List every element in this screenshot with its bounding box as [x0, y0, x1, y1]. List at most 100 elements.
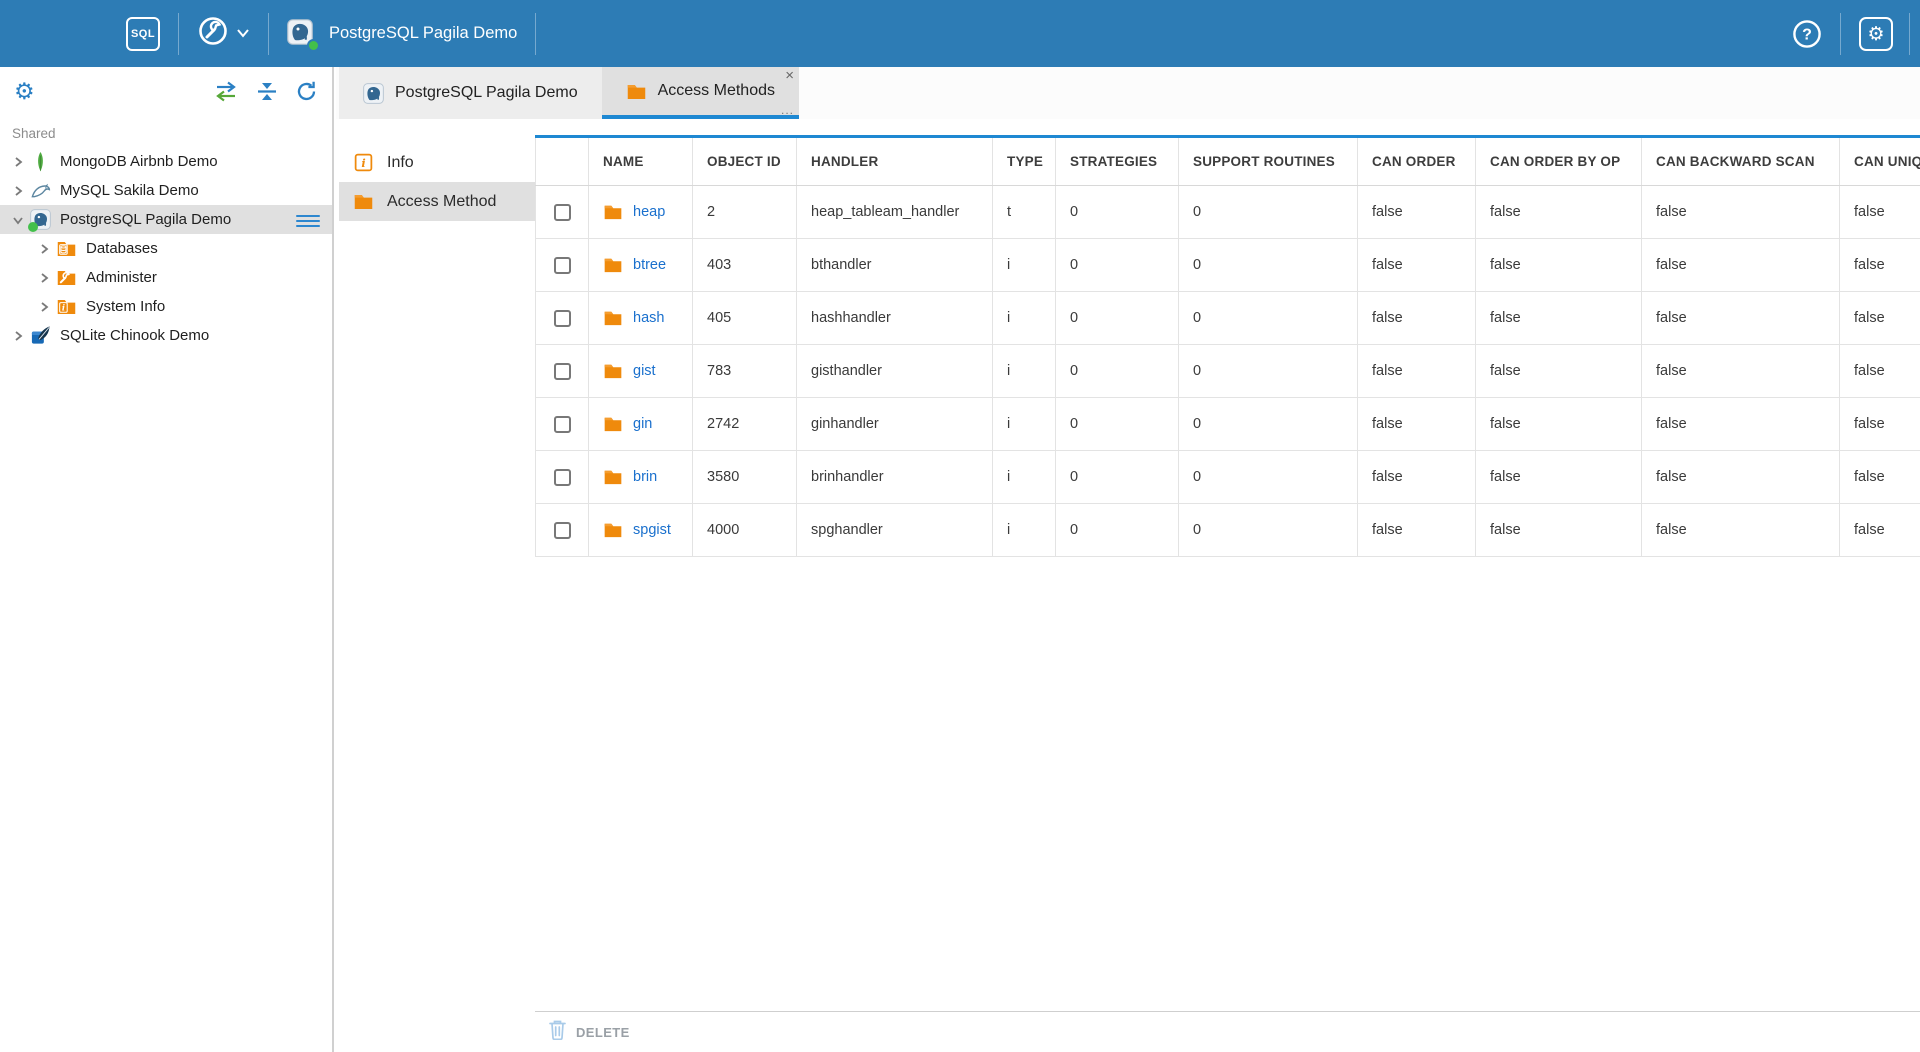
cell-object_id: 405: [692, 291, 797, 345]
cell-can_order: false: [1357, 450, 1476, 504]
cell-strategies: 0: [1055, 344, 1179, 398]
row-checkbox[interactable]: [553, 521, 571, 539]
postgresql-icon: [287, 18, 313, 49]
settings-button[interactable]: ⚙: [1859, 16, 1893, 51]
access-method-link[interactable]: heap: [633, 204, 666, 220]
item-menu-icon[interactable]: [296, 212, 320, 230]
tree-item-administer[interactable]: Administer: [0, 263, 332, 292]
tree-item-databases[interactable]: Databases: [0, 234, 332, 263]
tree-item-system-info[interactable]: i System Info: [0, 292, 332, 321]
row-checkbox[interactable]: [553, 256, 571, 274]
column-header-object_id[interactable]: OBJECT ID: [692, 136, 797, 186]
folder-icon: [626, 81, 647, 102]
access-method-link[interactable]: btree: [633, 257, 667, 273]
cell-strategies: 0: [1055, 503, 1179, 557]
tree-item-label: SQLite Chinook Demo: [60, 327, 210, 344]
delete-button[interactable]: DELETE: [548, 1019, 630, 1045]
cell-can_order_by_op: false: [1475, 185, 1642, 239]
cell-handler: ginhandler: [796, 397, 993, 451]
cell-type: i: [992, 238, 1056, 292]
tab-strip: PostgreSQL Pagila Demo Access Methods ×...: [336, 67, 1920, 119]
cell-name: spgist: [588, 503, 693, 557]
tree-item-mongodb-airbnb-demo[interactable]: MongoDB Airbnb Demo: [0, 147, 332, 176]
row-checkbox[interactable]: [553, 309, 571, 327]
tab-content: i Info Access Method NAME OBJECT ID HANDLER T…: [336, 119, 1920, 1052]
cell-can_order_by_op: false: [1475, 238, 1642, 292]
tree-item-postgresql-pagila-demo[interactable]: PostgreSQL Pagila Demo: [0, 205, 332, 234]
separator: [178, 12, 179, 55]
object-type-access-method[interactable]: Access Method: [339, 182, 536, 221]
chevron-right-icon[interactable]: [36, 243, 52, 255]
object-type-info[interactable]: i Info: [339, 143, 536, 182]
cell-can_order_by_op: false: [1475, 503, 1642, 557]
administer-folder-icon: [56, 267, 77, 288]
svg-text:?: ?: [1802, 26, 1812, 43]
column-header-can_order[interactable]: CAN ORDER: [1357, 136, 1476, 186]
cell-name: gin: [588, 397, 693, 451]
column-header-can_backward_scan[interactable]: CAN BACKWARD SCAN: [1641, 136, 1840, 186]
current-connection-chip[interactable]: PostgreSQL Pagila Demo: [287, 18, 518, 52]
tree-item-sqlite-chinook-demo[interactable]: SQLite Chinook Demo: [0, 321, 332, 350]
row-checkbox[interactable]: [553, 468, 571, 486]
chevron-right-icon[interactable]: [10, 156, 26, 168]
chevron-right-icon[interactable]: [36, 301, 52, 313]
folder-icon: [603, 255, 623, 275]
chevron-down-icon[interactable]: [10, 214, 26, 226]
close-icon[interactable]: ×: [785, 67, 794, 84]
cell-can_backward_scan: false: [1641, 344, 1840, 398]
column-header-strategies[interactable]: STRATEGIES: [1055, 136, 1179, 186]
cell-handler: bthandler: [796, 238, 993, 292]
select-column-header[interactable]: [535, 136, 589, 186]
settings-gear-icon: ⚙: [1867, 22, 1885, 45]
chevron-right-icon[interactable]: [10, 185, 26, 197]
postgresql-icon: [363, 82, 384, 104]
row-checkbox[interactable]: [553, 203, 571, 221]
access-method-link[interactable]: brin: [633, 469, 658, 485]
cell-object_id: 4000: [692, 503, 797, 557]
cell-can_unique: false: [1839, 503, 1920, 557]
column-header-support_routines[interactable]: SUPPORT ROUTINES: [1178, 136, 1358, 186]
cell-can_order_by_op: false: [1475, 344, 1642, 398]
cell-can_backward_scan: false: [1641, 503, 1840, 557]
tab-overflow-icon[interactable]: ...: [780, 103, 794, 117]
cell-handler: heap_tableam_handler: [796, 185, 993, 239]
search-wrench-button[interactable]: [197, 15, 250, 52]
column-header-handler[interactable]: HANDLER: [796, 136, 993, 186]
column-header-can_unique[interactable]: CAN UNIQUE: [1839, 136, 1920, 186]
help-button[interactable]: ?: [1792, 19, 1822, 49]
chevron-right-icon[interactable]: [10, 330, 26, 342]
cell-object_id: 783: [692, 344, 797, 398]
cell-can_order: false: [1357, 503, 1476, 557]
cell-name: hash: [588, 291, 693, 345]
row-checkbox[interactable]: [553, 415, 571, 433]
cell-strategies: 0: [1055, 238, 1179, 292]
mongodb-icon: [30, 151, 51, 172]
access-method-link[interactable]: hash: [633, 310, 665, 326]
tree-item-label: MySQL Sakila Demo: [60, 182, 199, 199]
tab-access-methods[interactable]: Access Methods ×...: [601, 67, 799, 119]
access-method-link[interactable]: spgist: [633, 522, 671, 538]
row-checkbox[interactable]: [553, 362, 571, 380]
column-header-name[interactable]: NAME: [588, 136, 693, 186]
cell-name: heap: [588, 185, 693, 239]
sidebar-settings-button[interactable]: ⚙: [14, 78, 35, 105]
cell-type: i: [992, 291, 1056, 345]
object-explorer-sidebar: ⚙ Shared MongoDB Airbnb Demo MySQL Sakila…: [0, 67, 334, 1052]
tree-item-mysql-sakila-demo[interactable]: MySQL Sakila Demo: [0, 176, 332, 205]
cell-strategies: 0: [1055, 291, 1179, 345]
access-method-link[interactable]: gist: [633, 363, 656, 379]
table-row: brin 3580 brinhandler i 0 0 false false false fal…: [535, 450, 1920, 504]
new-query-button[interactable]: SQL: [126, 16, 160, 51]
tab-postgresql-pagila-demo[interactable]: PostgreSQL Pagila Demo: [339, 67, 602, 119]
column-header-type[interactable]: TYPE: [992, 136, 1056, 186]
collapse-all-button[interactable]: [255, 81, 279, 102]
access-methods-grid: NAME OBJECT ID HANDLER TYPE STRATEGIES SUPPOR…: [535, 135, 1920, 1011]
sqlite-icon: [30, 325, 51, 346]
refresh-button[interactable]: [295, 80, 318, 103]
swap-connections-button[interactable]: [213, 81, 239, 102]
chevron-right-icon[interactable]: [36, 272, 52, 284]
connection-label: PostgreSQL Pagila Demo: [329, 24, 518, 42]
column-header-can_order_by_op[interactable]: CAN ORDER BY OP: [1475, 136, 1642, 186]
cell-can_backward_scan: false: [1641, 238, 1840, 292]
access-method-link[interactable]: gin: [633, 416, 653, 432]
